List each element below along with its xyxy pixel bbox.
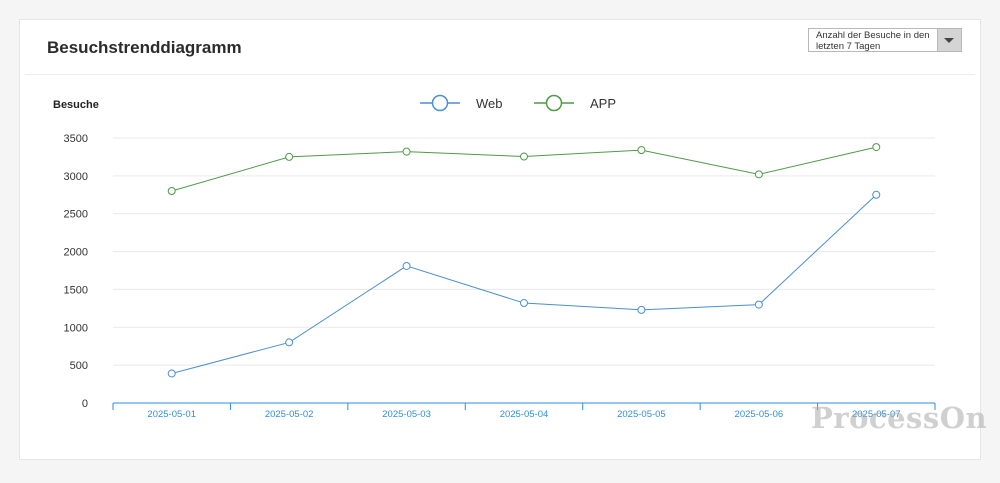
time-range-dropdown[interactable]: Anzahl der Besuche in den letzten 7 Tage… — [808, 28, 962, 52]
y-tick-label: 2500 — [64, 209, 88, 221]
y-tick-label: 2000 — [64, 247, 88, 259]
y-tick-label: 3500 — [64, 133, 88, 145]
data-point — [754, 300, 763, 309]
y-tick-label: 1000 — [64, 322, 88, 334]
header-divider — [25, 74, 975, 75]
dropdown-selected-value: Anzahl der Besuche in den letzten 7 Tage… — [816, 30, 930, 52]
y-tick-label: 1500 — [64, 284, 88, 296]
data-point — [872, 190, 881, 199]
x-tick-label: 2025-05-01 — [147, 409, 196, 420]
data-point — [285, 152, 294, 161]
x-tick-label: 2025-05-05 — [617, 409, 666, 420]
x-tick-label: 2025-05-07 — [852, 409, 901, 420]
data-point — [520, 299, 528, 308]
chart-card: Besuchstrenddiagramm Anzahl der Besuche … — [19, 19, 981, 460]
data-point — [402, 261, 411, 270]
data-point — [637, 305, 646, 314]
x-tick-label: 2025-05-02 — [265, 409, 314, 420]
x-tick-label: 2025-05-06 — [735, 409, 784, 420]
y-tick-label: 3000 — [64, 171, 88, 183]
y-tick-label: 0 — [82, 398, 88, 410]
y-axis-title: Besuche — [53, 99, 99, 111]
data-point — [167, 187, 176, 195]
data-point — [754, 170, 763, 179]
data-point — [285, 338, 294, 347]
data-point — [402, 147, 411, 156]
data-point — [167, 369, 176, 378]
data-point — [637, 146, 646, 155]
data-point — [872, 143, 881, 152]
x-tick-label: 2025-05-03 — [382, 409, 431, 420]
legend-label: Web — [476, 96, 503, 111]
data-point — [520, 152, 528, 161]
x-tick-label: 2025-05-04 — [500, 409, 549, 420]
card-title: Besuchstrenddiagramm — [47, 38, 242, 57]
legend-swatch-marker — [431, 94, 449, 112]
series-line-web — [171, 194, 877, 374]
legend-swatch-marker — [545, 94, 563, 112]
caret-down-icon[interactable] — [937, 29, 961, 51]
legend-label: APP — [590, 96, 616, 111]
y-tick-label: 500 — [70, 360, 88, 372]
